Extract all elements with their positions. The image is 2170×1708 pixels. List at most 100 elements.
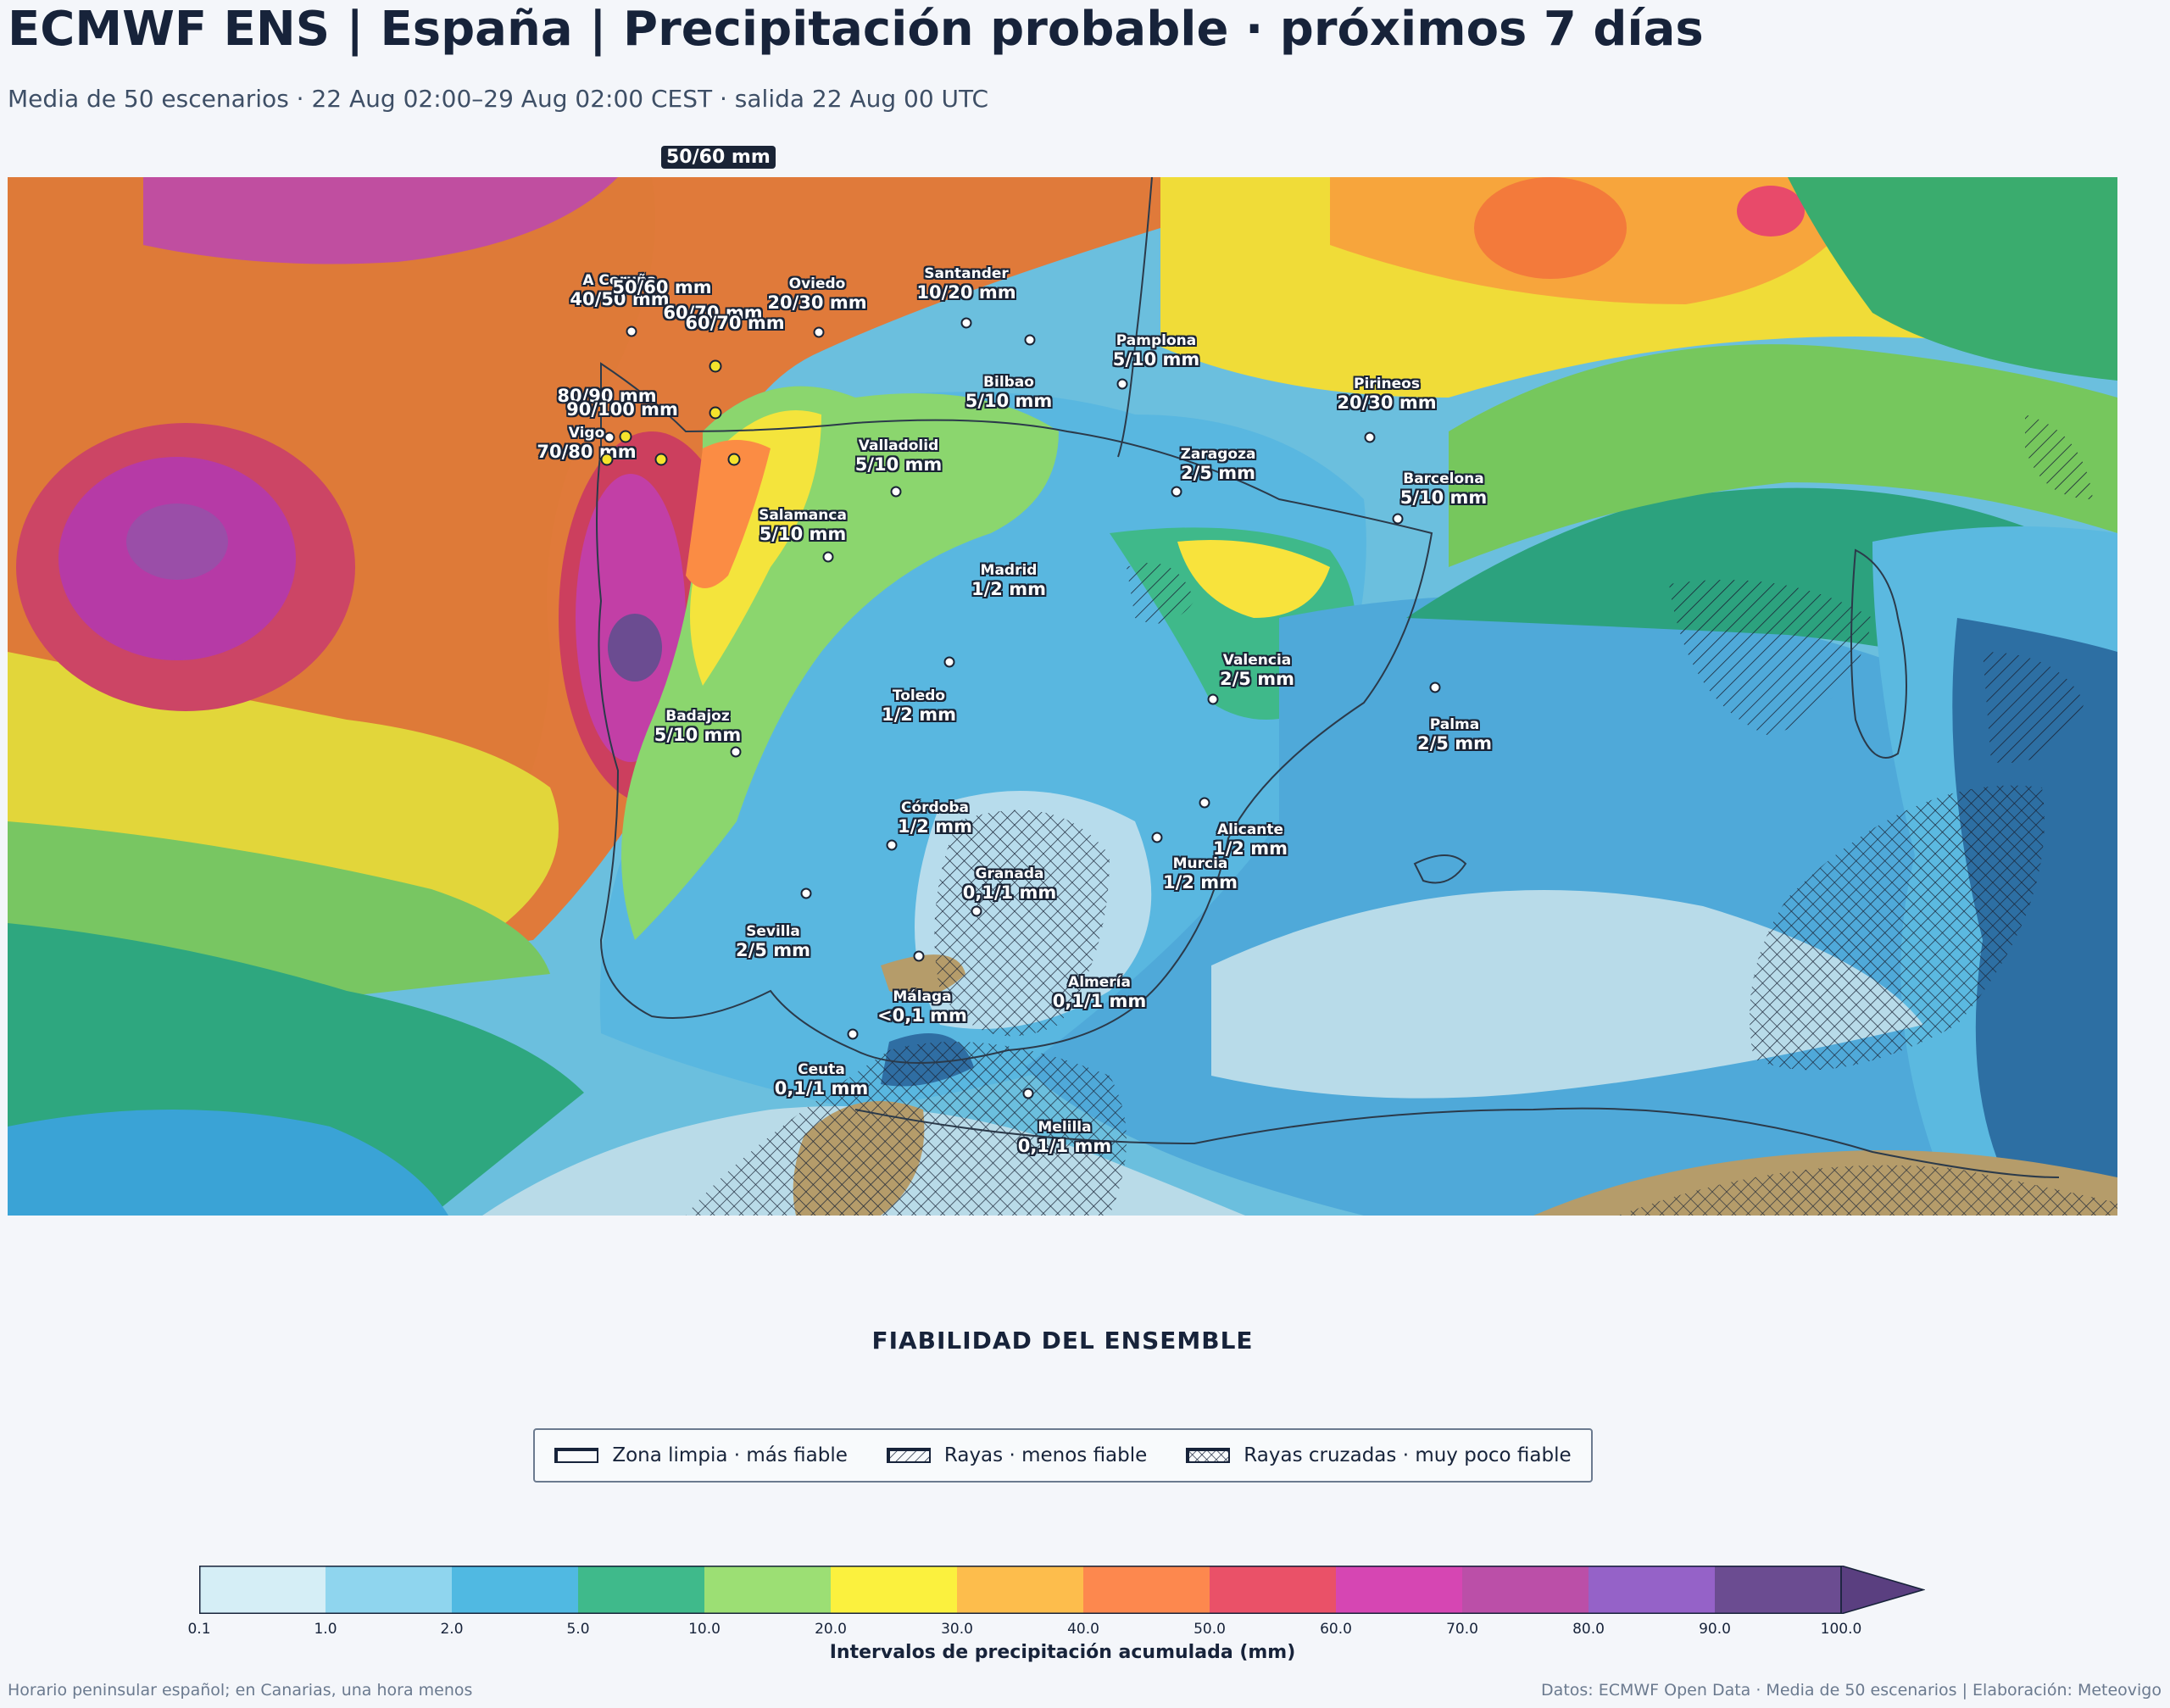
city-label-oviedo: Oviedo 20/30 mm [767,275,866,313]
city-marker [1024,334,1036,346]
city-value: 20/30 mm [1337,392,1437,413]
colorbar-segment [1210,1566,1336,1614]
city-marker [1207,693,1219,705]
city-label-melilla: Melilla 0,1/1 mm [1018,1119,1112,1156]
city-value: 0,1/1 mm [962,882,1057,903]
city-name: Pamplona [1116,332,1197,349]
city-value: 1/2 mm [971,579,1046,599]
city-label-murcia: Murcia 1/2 mm [1163,855,1238,893]
city-marker [822,551,834,563]
footer-credits: Datos: ECMWF Open Data · Media de 50 esc… [1541,1681,2162,1700]
colorbar-segment [957,1566,1083,1614]
city-marker [890,486,902,498]
colorbar-segment [1336,1566,1462,1614]
city-marker [813,326,825,338]
city-value: 1/2 mm [882,704,956,725]
city-name: Pirineos [1354,376,1420,392]
colorbar-tick-label: 80.0 [1572,1621,1605,1638]
city-label-a-coruna: A Coruña 40/50 mm [570,272,669,309]
city-label-toledo: Toledo 1/2 mm [882,687,956,725]
colorbar-tick-label: 5.0 [566,1621,590,1638]
city-name: Zaragoza [1180,446,1256,463]
city-name: Sevilla [746,923,800,940]
legend-label: Zona limpia · más fiable [612,1444,848,1466]
colorbar-tick-label: 100.0 [1820,1621,1862,1638]
colorbar-segment [704,1566,831,1614]
colorbar-tick-label: 40.0 [1067,1621,1099,1638]
city-label-sevilla: Sevilla 2/5 mm [736,923,810,960]
city-value: 70/80 mm [537,442,637,462]
city-marker [1364,431,1376,443]
city-marker [1199,797,1210,809]
city-label-salamanca: Salamanca 5/10 mm [759,507,847,544]
city-value: 60/70 mm [663,303,763,323]
city-label-malaga: Málaga <0,1 mm [877,988,967,1026]
city-label-vigo: Vigo 70/80 mm [537,425,636,462]
city-name: Badajoz [665,708,730,725]
city-value: 5/10 mm [1112,349,1200,370]
city-name: Salamanca [759,507,847,524]
city-label-galicia-3: 60/70 mm [685,313,784,333]
reliability-legend: Zona limpia · más fiable Rayas · menos f… [533,1428,1593,1483]
city-value: 20/30 mm [767,292,867,313]
city-name: Oviedo [788,275,846,292]
precipitation-map: A Coruña 40/50 mm 50/60 mm 60/70 mm 60/7… [8,177,2117,1216]
colorbar-tick-label: 60.0 [1320,1621,1352,1638]
city-value: 2/5 mm [1181,463,1255,483]
city-label-valladolid: Valladolid 5/10 mm [855,437,943,475]
city-name: Almería [1068,974,1131,991]
city-name: Valencia [1222,652,1292,669]
city-value: 80/90 mm [557,386,657,406]
city-value: 60/70 mm [685,313,785,333]
colorbar-tick-label: 90.0 [1699,1621,1731,1638]
city-name: Santander [924,265,1009,282]
colorbar-tick-label: 30.0 [941,1621,973,1638]
colorbar-border [199,1566,1842,1614]
city-marker [1171,486,1182,498]
city-label-galicia-4: 80/90 mm [557,386,656,406]
precipitation-field [8,177,2117,1216]
city-marker [619,430,632,443]
city-name: Madrid [980,562,1038,579]
city-marker [709,406,722,420]
city-name: A Coruña [582,272,657,289]
legend-item-clean: Zona limpia · más fiable [554,1444,848,1466]
city-name: Toledo [892,687,946,704]
legend-label: Rayas · menos fiable [943,1444,1148,1466]
city-marker [800,887,812,899]
city-marker [943,656,955,668]
city-value: <0,1 mm [877,1005,967,1026]
legend-item-hatch: Rayas · menos fiable [886,1444,1148,1466]
city-name: Bilbao [983,374,1034,391]
precipitation-colorbar [199,1566,1925,1614]
city-value: 0,1/1 mm [1017,1136,1112,1156]
city-value: 5/10 mm [965,391,1053,411]
clean-swatch-icon [554,1448,599,1463]
footer-note: Horario peninsular español; en Canarias,… [8,1681,473,1700]
city-value: 5/10 mm [854,454,943,475]
colorbar-tick-label: 50.0 [1194,1621,1226,1638]
city-value: 2/5 mm [1220,669,1294,689]
city-name: Alicante [1216,821,1284,838]
legend-label: Rayas cruzadas · muy poco fiable [1244,1444,1572,1466]
city-marker [913,950,925,962]
city-label-santander: Santander 10/20 mm [916,265,1015,303]
city-marker [1116,378,1128,390]
colorbar-segment [1589,1566,1715,1614]
page-subtitle: Media de 50 escenarios · 22 Aug 02:00–29… [8,85,989,113]
city-marker [727,453,741,466]
city-name: Palma [1429,716,1480,733]
city-label-bilbao: Bilbao 5/10 mm [965,374,1053,411]
city-marker [600,453,614,466]
city-marker [1429,682,1441,693]
legend-item-crosshatch: Rayas cruzadas · muy poco fiable [1186,1444,1572,1466]
colorbar-segment [831,1566,957,1614]
city-value: 5/10 mm [1399,487,1488,508]
city-marker [1151,832,1163,843]
colorbar-segment [199,1566,326,1614]
colorbar-segment [1715,1566,1841,1614]
city-marker [971,905,982,917]
colorbar-tick-label: 10.0 [688,1621,721,1638]
city-name: Granada [975,865,1044,882]
colorbar-segment [326,1566,452,1614]
